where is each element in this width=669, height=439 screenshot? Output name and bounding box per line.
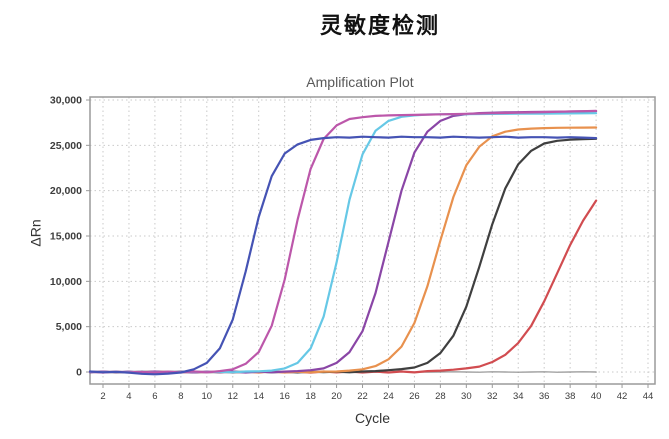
page-title: 灵敏度检测 bbox=[319, 13, 440, 38]
x-tick-label: 8 bbox=[178, 391, 183, 402]
y-axis-label: ΔRn bbox=[27, 219, 44, 247]
x-tick-label: 12 bbox=[227, 391, 238, 402]
chart-title: Amplification Plot bbox=[306, 74, 414, 90]
x-tick-label: 28 bbox=[435, 391, 446, 402]
x-tick-label: 6 bbox=[152, 391, 157, 402]
orange-curve-line bbox=[88, 126, 598, 374]
magenta-curve-line bbox=[88, 109, 598, 374]
x-tick-label: 18 bbox=[305, 391, 316, 402]
x-tick-label: 10 bbox=[202, 391, 213, 402]
x-axis-label: Cycle bbox=[354, 410, 390, 426]
y-tick-label: 25,000 bbox=[50, 140, 82, 152]
y-tick-label: 5,000 bbox=[56, 321, 82, 333]
plot-border bbox=[89, 96, 656, 385]
y-tick-label: 30,000 bbox=[50, 95, 82, 107]
x-tick-label: 24 bbox=[383, 391, 394, 402]
black-curve-line bbox=[88, 137, 598, 374]
x-tick-label: 42 bbox=[617, 391, 628, 402]
y-tick-label: 20,000 bbox=[50, 185, 82, 197]
x-tick-label: 34 bbox=[513, 391, 524, 402]
purple-curve-line bbox=[88, 110, 598, 374]
x-tick-label: 26 bbox=[409, 391, 420, 402]
x-tick-label: 38 bbox=[565, 391, 576, 402]
y-tick-label: 15,000 bbox=[50, 231, 82, 243]
y-tick-label: 0 bbox=[76, 367, 82, 379]
x-tick-label: 4 bbox=[126, 391, 131, 402]
x-tick-label: 32 bbox=[487, 391, 498, 402]
x-tick-label: 14 bbox=[253, 391, 264, 402]
x-tick-label: 30 bbox=[461, 391, 472, 402]
blue-curve-line bbox=[88, 135, 598, 376]
x-tick-label: 22 bbox=[357, 391, 368, 402]
cyan-curve-line bbox=[88, 112, 598, 374]
x-tick-label: 36 bbox=[539, 391, 550, 402]
y-tick-label: 10,000 bbox=[50, 276, 82, 288]
x-tick-label: 20 bbox=[331, 391, 342, 402]
x-tick-label: 16 bbox=[279, 391, 290, 402]
x-tick-label: 44 bbox=[643, 391, 654, 402]
x-tick-label: 40 bbox=[591, 391, 602, 402]
x-tick-label: 2 bbox=[100, 391, 105, 402]
